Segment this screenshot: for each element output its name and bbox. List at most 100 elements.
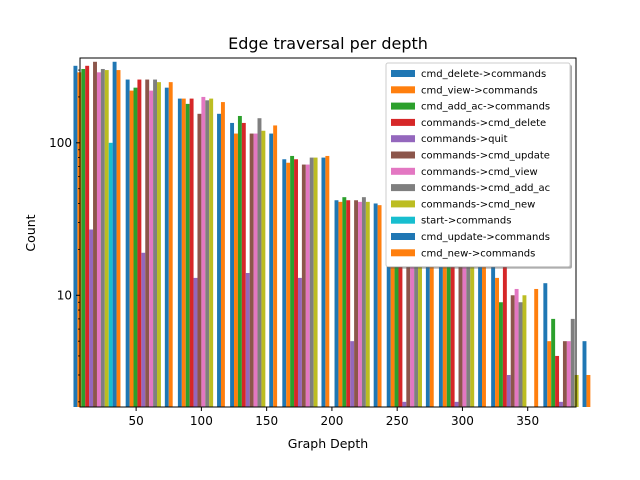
bar-2-depth-100 — [181, 98, 186, 407]
x-tick-label: 200 — [320, 414, 343, 428]
bar-4-depth-140 — [241, 122, 246, 407]
bar-9-depth-20 — [104, 70, 109, 407]
bar-8-depth-140 — [257, 118, 262, 408]
bar-11-depth-20 — [112, 61, 117, 407]
bar-6-depth-60 — [145, 79, 150, 408]
bar-7-depth-140 — [253, 133, 258, 407]
legend-swatch — [391, 184, 415, 192]
legend-swatch — [391, 118, 415, 126]
bar-3-depth-180 — [290, 155, 295, 407]
bar-3-depth-220 — [342, 197, 347, 407]
bar-5-depth-60 — [141, 252, 146, 407]
legend: cmd_delete->commands cmd_view->commandscm… — [385, 62, 572, 269]
bar-5-depth-260 — [402, 401, 407, 407]
bar-9-depth-300 — [470, 264, 475, 407]
bar-9-depth-140 — [261, 130, 266, 408]
bar-8-depth-60 — [153, 79, 158, 408]
y-tick-label: 100 — [49, 136, 72, 150]
bar-9-depth-340 — [522, 295, 527, 407]
legend-label: commands->cmd_update — [421, 151, 550, 162]
bar-4-depth-300 — [450, 222, 455, 407]
legend-swatch — [391, 102, 415, 110]
bar-4-depth-380 — [555, 355, 560, 407]
legend-swatch — [391, 216, 415, 224]
bar-2-depth-220 — [338, 201, 343, 407]
legend-swatch — [391, 135, 415, 143]
bar-9-depth-100 — [209, 98, 214, 407]
bar-2-depth-340 — [495, 277, 499, 407]
bar-1-depth-60 — [125, 79, 130, 408]
legend-label: cmd_delete->commands — [421, 69, 546, 80]
bar-12-depth-380 — [586, 374, 591, 407]
bar-4-depth-340 — [502, 240, 507, 407]
x-tick-label: 150 — [255, 414, 278, 428]
bar-11-depth-260 — [425, 229, 430, 407]
bar-8-depth-20 — [100, 68, 105, 407]
bar-6-depth-380 — [562, 341, 567, 407]
bar-2-depth-260 — [390, 220, 395, 407]
bar-12-depth-180 — [325, 155, 330, 407]
chart-title: Edge traversal per depth — [228, 34, 428, 53]
bar-11-depth-60 — [164, 87, 169, 407]
legend-label: commands->cmd_delete — [421, 118, 546, 129]
y-axis: 10 100 — [49, 69, 80, 403]
bar-7-depth-20 — [96, 72, 101, 407]
x-tick-label: 250 — [386, 414, 409, 428]
bar-5-depth-100 — [193, 277, 198, 407]
bar-7-depth-260 — [410, 224, 415, 407]
bar-8-depth-180 — [309, 157, 314, 407]
bar-7-depth-340 — [514, 288, 519, 407]
bar-3-depth-100 — [185, 103, 190, 407]
legend-swatch — [391, 249, 415, 257]
bar-12-depth-220 — [377, 205, 382, 407]
bar-3-depth-20 — [81, 68, 86, 407]
bar-1-depth-260 — [386, 212, 391, 407]
legend-swatch — [391, 200, 415, 208]
bar-5-depth-380 — [559, 401, 563, 407]
bar-2-depth-180 — [286, 162, 291, 407]
bar-1-depth-180 — [282, 159, 287, 407]
legend-swatch — [391, 167, 415, 175]
legend-label: cmd_new->commands — [421, 248, 535, 259]
x-tick-label: 350 — [516, 414, 539, 428]
bar-4-depth-60 — [137, 79, 142, 408]
bar-2-depth-140 — [234, 133, 238, 407]
bar-2-depth-300 — [442, 227, 447, 407]
bar-11-depth-220 — [373, 203, 378, 407]
bar-7-depth-180 — [305, 164, 310, 407]
bar-11-depth-100 — [217, 113, 221, 408]
bar-9-depth-380 — [574, 374, 579, 407]
bar-11-depth-180 — [321, 157, 326, 407]
bar-3-depth-340 — [498, 302, 503, 407]
bar-6-depth-340 — [510, 295, 515, 407]
bar-8-depth-220 — [361, 197, 366, 407]
bar-1-depth-20 — [73, 65, 78, 408]
bar-6-depth-300 — [458, 237, 463, 407]
bar-1-depth-380 — [543, 283, 548, 407]
bar-8-depth-340 — [518, 302, 523, 407]
bar-11-depth-140 — [269, 133, 274, 407]
x-axis-label: Graph Depth — [288, 436, 368, 451]
legend-swatch — [391, 151, 415, 159]
bar-1-depth-340 — [491, 240, 496, 407]
bar-9-depth-60 — [157, 82, 161, 407]
legend-swatch — [391, 70, 415, 77]
bar-12-depth-300 — [482, 260, 486, 407]
bar-8-depth-380 — [570, 318, 575, 407]
legend-label: start->commands — [421, 216, 511, 227]
legend-swatch — [391, 233, 415, 240]
x-tick-label: 100 — [190, 414, 213, 428]
legend-label: commands->cmd_view — [421, 167, 538, 178]
y-tick-label: 10 — [57, 288, 72, 302]
bar-10-depth-20 — [108, 142, 113, 407]
legend-swatch — [391, 86, 415, 94]
bar-1-depth-220 — [334, 200, 339, 407]
bar-1-depth-100 — [177, 98, 182, 407]
x-tick-label: 50 — [128, 414, 143, 428]
bar-5-depth-300 — [454, 401, 459, 407]
bar-11-depth-380 — [582, 341, 587, 407]
bar-9-depth-180 — [313, 157, 318, 407]
bar-9-depth-260 — [418, 227, 422, 407]
bar-5-depth-180 — [297, 277, 302, 407]
